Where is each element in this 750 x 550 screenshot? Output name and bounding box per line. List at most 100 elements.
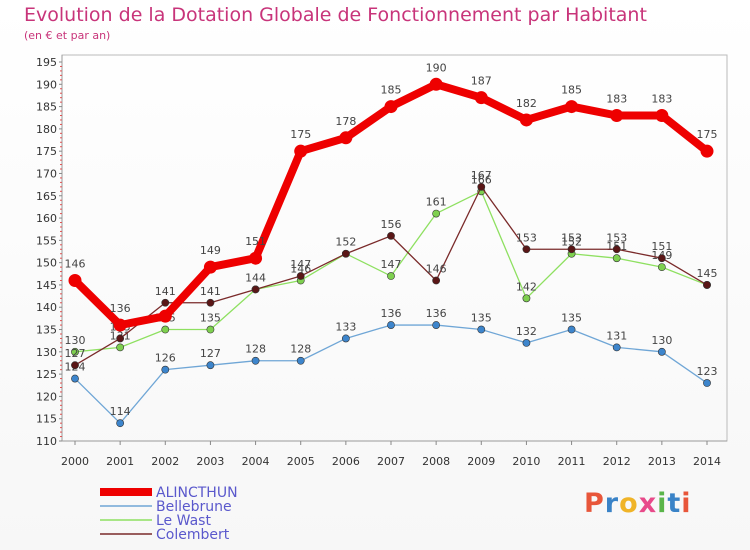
- data-label: 149: [200, 244, 221, 257]
- legend-label: ALINCTHUN: [156, 485, 238, 501]
- data-label: 114: [110, 405, 131, 418]
- data-label: 128: [290, 343, 311, 356]
- data-point: [703, 379, 711, 387]
- data-point: [519, 113, 533, 127]
- data-point: [161, 325, 170, 334]
- data-label: 182: [516, 97, 537, 110]
- data-label: 136: [110, 302, 131, 315]
- y-tick-label: 190: [36, 78, 57, 91]
- data-point: [610, 109, 624, 123]
- data-point: [477, 325, 486, 334]
- data-point: [522, 294, 531, 303]
- data-label: 187: [471, 75, 492, 88]
- data-label: 127: [65, 347, 86, 360]
- data-point: [432, 321, 441, 329]
- y-tick-label: 195: [36, 56, 57, 69]
- data-point: [657, 347, 666, 356]
- data-label: 127: [200, 347, 221, 360]
- data-label: 136: [381, 307, 402, 320]
- data-label: 144: [245, 271, 266, 284]
- data-label: 175: [697, 128, 718, 141]
- data-point: [206, 325, 215, 334]
- data-point: [612, 245, 621, 254]
- data-label: 133: [335, 320, 356, 333]
- data-point: [703, 281, 711, 289]
- data-label: 128: [245, 343, 266, 356]
- y-tick-label: 130: [36, 346, 57, 359]
- y-tick-label: 175: [36, 145, 57, 158]
- y-tick-label: 125: [36, 368, 57, 381]
- data-label: 135: [471, 312, 492, 325]
- data-label: 166: [471, 173, 492, 186]
- data-label: 161: [426, 196, 447, 209]
- data-label: 152: [561, 236, 582, 249]
- data-label: 132: [516, 325, 537, 338]
- data-label: 183: [651, 93, 672, 106]
- data-label: 142: [516, 280, 537, 293]
- data-point: [68, 273, 82, 287]
- y-tick-label: 170: [36, 167, 57, 180]
- data-label: 151: [651, 240, 672, 253]
- data-point: [384, 100, 398, 114]
- y-tick-label: 165: [36, 190, 57, 203]
- y-tick-label: 145: [36, 279, 57, 292]
- data-point: [655, 109, 669, 123]
- data-point: [567, 325, 576, 334]
- data-label: 183: [606, 93, 627, 106]
- x-tick-label: 2005: [287, 455, 315, 468]
- logo-letter: P: [584, 488, 605, 519]
- legend-label: Colembert: [156, 527, 230, 543]
- x-tick-label: 2000: [61, 455, 89, 468]
- y-tick-label: 115: [36, 413, 57, 426]
- legend-item: Bellebrune: [100, 499, 232, 515]
- data-point: [158, 309, 172, 323]
- data-point: [341, 249, 350, 258]
- data-point: [206, 361, 215, 370]
- chart-title: Evolution de la Dotation Globale de Fonc…: [24, 4, 647, 26]
- data-point: [251, 285, 260, 294]
- data-label: 135: [200, 312, 221, 325]
- data-label: 131: [606, 329, 627, 342]
- legend-label: Le Wast: [156, 513, 211, 529]
- data-point: [387, 321, 395, 329]
- data-point: [251, 356, 260, 365]
- data-point: [294, 144, 308, 158]
- x-tick-label: 2007: [377, 455, 405, 468]
- data-label: 185: [561, 84, 582, 97]
- data-point: [113, 318, 127, 332]
- series-alincthun: 146 136 149 151 175 178 185 190 187 182 185 183 183 1…: [65, 61, 718, 332]
- legend-label: Bellebrune: [156, 499, 232, 515]
- y-tick-label: 160: [36, 212, 57, 225]
- x-tick-label: 2011: [558, 455, 586, 468]
- x-tick-label: 2013: [648, 455, 676, 468]
- data-label: 156: [381, 218, 402, 231]
- data-point: [116, 343, 125, 352]
- y-tick-label: 110: [36, 435, 57, 448]
- data-label: 167: [471, 169, 492, 182]
- data-point: [432, 276, 441, 285]
- y-tick-label: 140: [36, 301, 57, 314]
- data-point: [387, 272, 395, 280]
- data-label: 151: [245, 235, 266, 248]
- data-point: [116, 419, 125, 428]
- logo-letter: i: [657, 488, 668, 519]
- data-point: [71, 361, 79, 370]
- x-tick-label: 2003: [196, 455, 224, 468]
- y-tick-label: 180: [36, 123, 57, 136]
- x-tick-label: 2012: [603, 455, 631, 468]
- data-label: 147: [290, 258, 311, 271]
- data-point: [161, 365, 170, 374]
- data-label: 130: [651, 334, 672, 347]
- logo-letter: r: [604, 488, 620, 519]
- data-point: [565, 100, 579, 114]
- data-label: 185: [381, 84, 402, 97]
- data-label: 146: [65, 257, 86, 270]
- proxiti-logo: Proxiti: [584, 488, 692, 519]
- data-point: [296, 272, 305, 280]
- data-label: 145: [697, 267, 718, 280]
- legend-item: Colembert: [100, 527, 230, 543]
- x-tick-label: 2008: [422, 455, 450, 468]
- x-tick-label: 2001: [106, 455, 134, 468]
- y-tick-label: 150: [36, 257, 57, 270]
